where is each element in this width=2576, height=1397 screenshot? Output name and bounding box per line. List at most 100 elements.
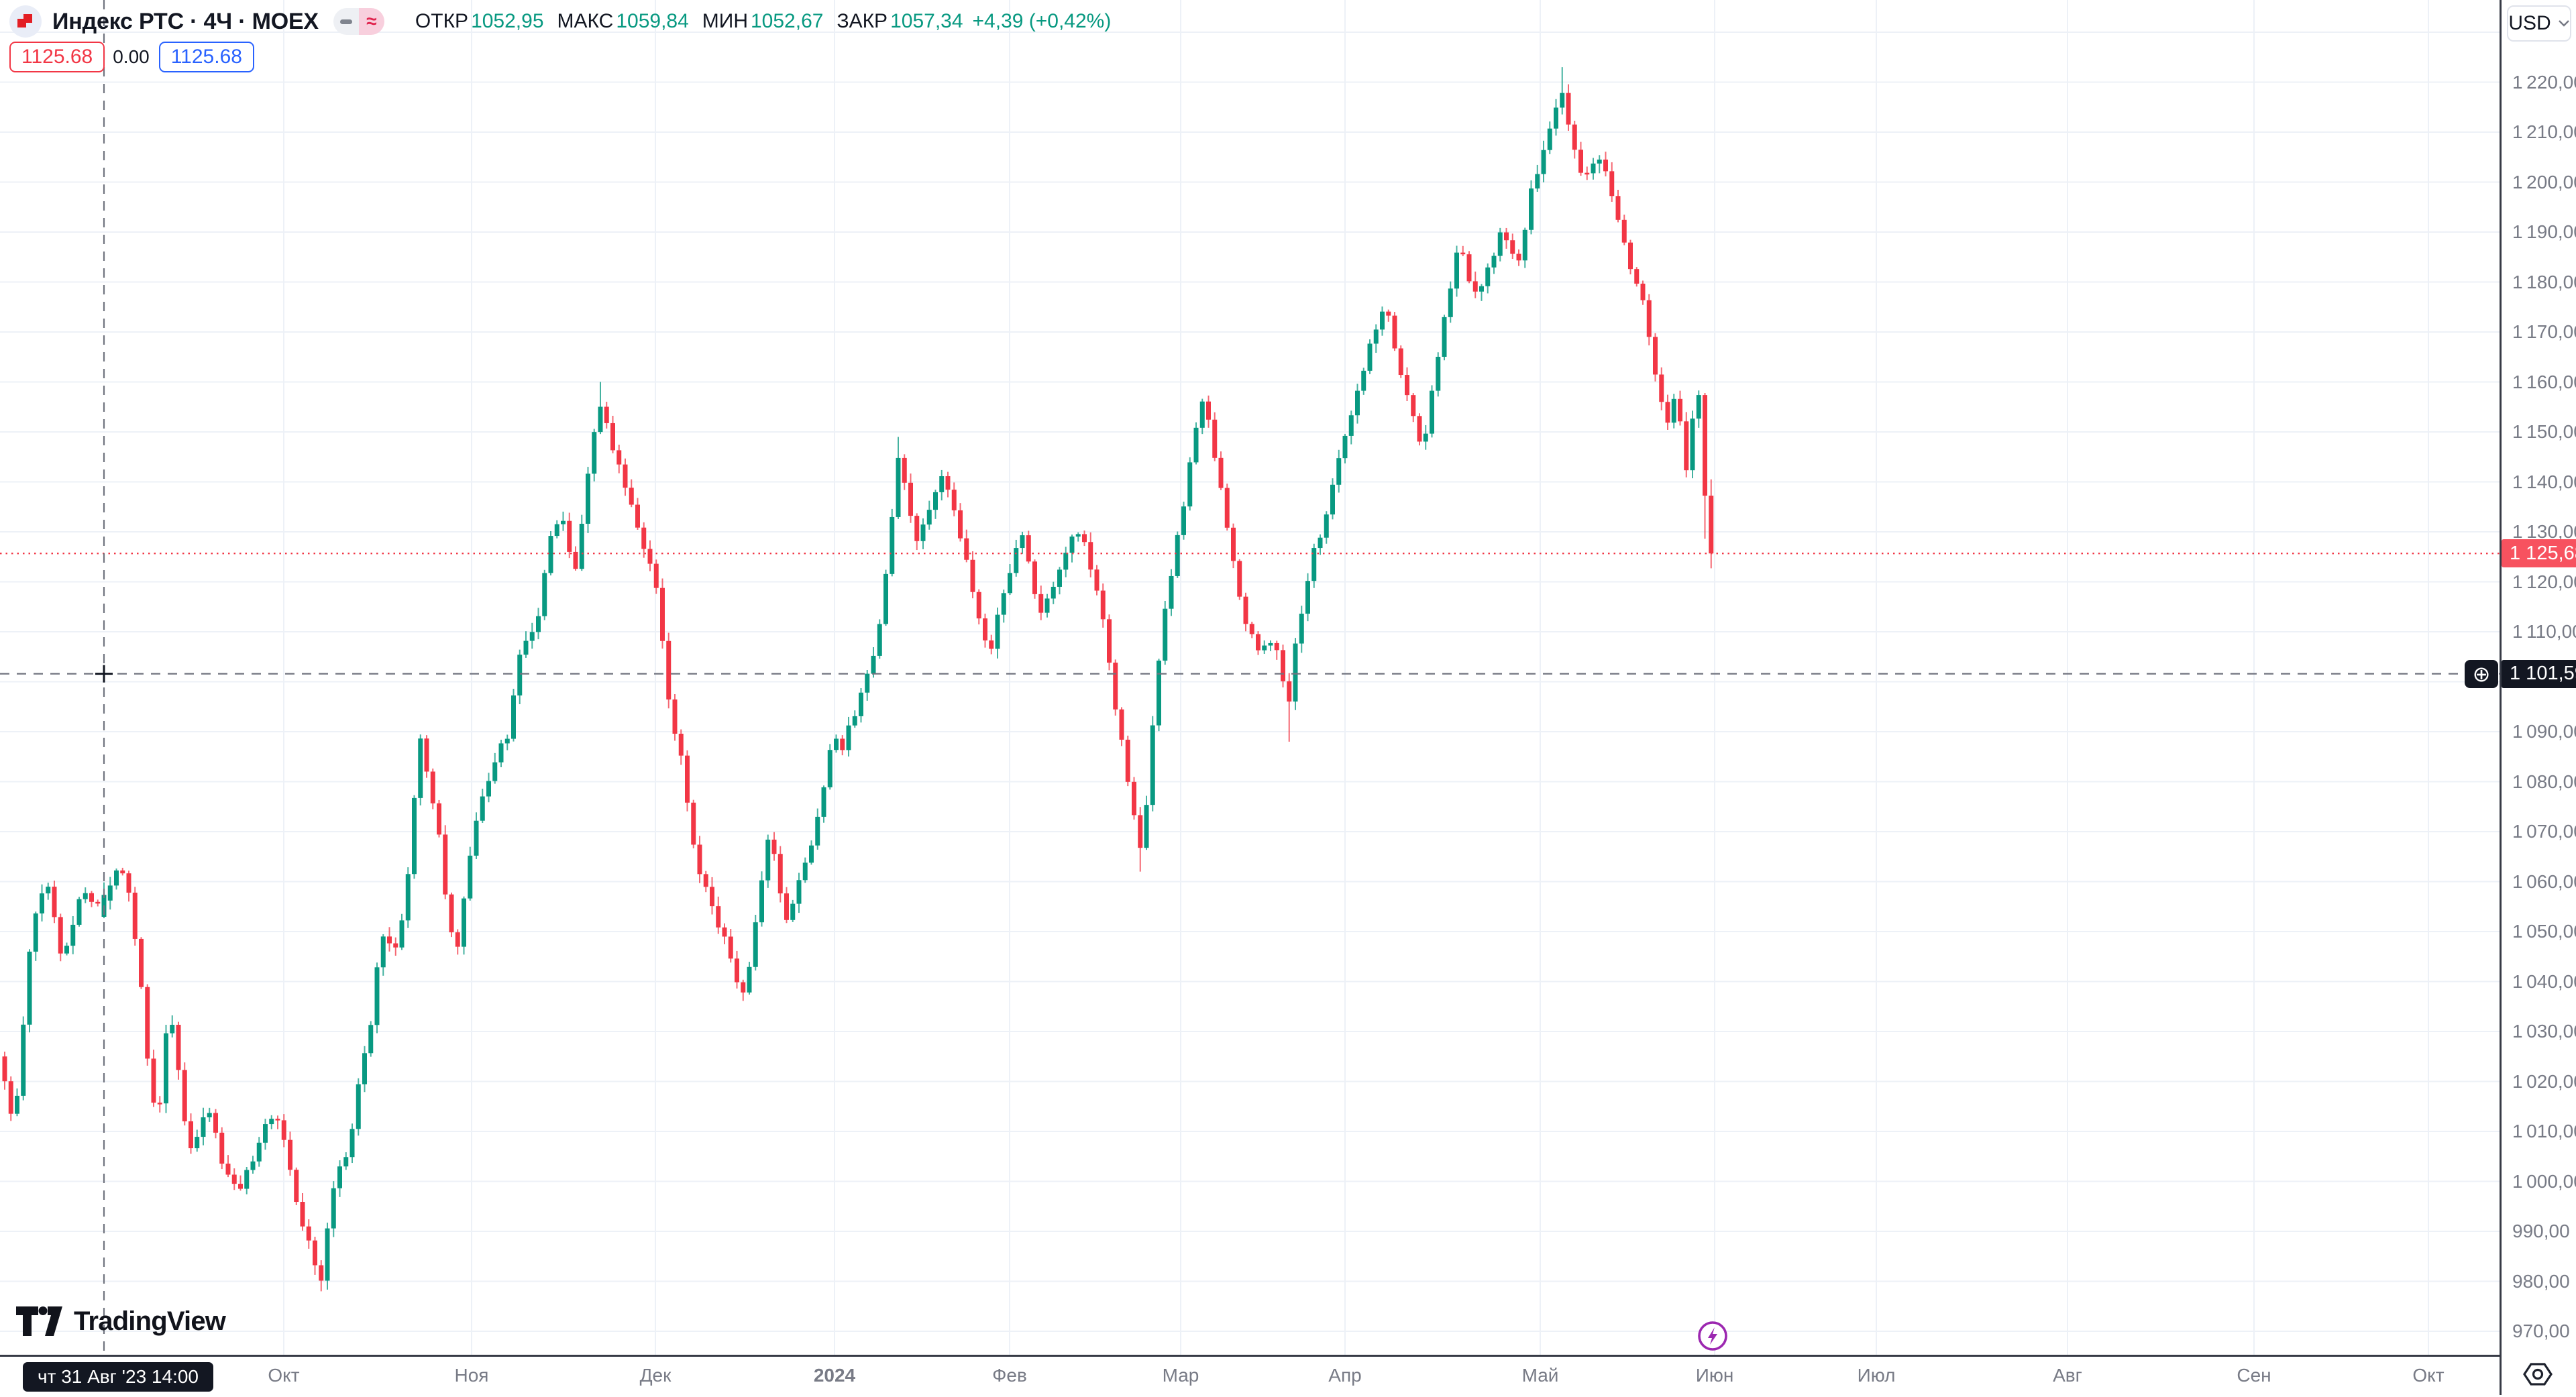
candle-body xyxy=(610,423,615,451)
time-axis[interactable]: чт 31 Авг '23 14:00 Окт Ноя Дек 2024 Фев Мар А… xyxy=(0,1355,2576,1397)
candle-body xyxy=(1554,107,1558,129)
candle-body xyxy=(1448,288,1453,317)
candle-body xyxy=(635,504,640,528)
candle-body xyxy=(1609,171,1615,197)
candle-body xyxy=(896,457,901,517)
candle-body xyxy=(33,913,38,952)
candle-body xyxy=(1541,150,1546,174)
candle-body xyxy=(834,738,839,750)
candle-body xyxy=(616,450,622,465)
candle-body xyxy=(735,958,739,983)
candle-body xyxy=(908,482,913,516)
time-axis-label: Мар xyxy=(1162,1365,1199,1386)
candle-body xyxy=(1566,93,1571,125)
candle-body xyxy=(765,839,771,881)
plus-circle-icon: ⊕ xyxy=(2472,661,2491,686)
candle-body xyxy=(1193,427,1199,463)
candle-body xyxy=(430,771,435,803)
candle-body xyxy=(983,618,987,640)
candle-body xyxy=(1411,395,1416,416)
candle-body xyxy=(120,870,125,874)
candle-body xyxy=(802,862,808,881)
candle-body xyxy=(753,922,758,967)
candle-body xyxy=(1051,586,1056,599)
candle-body xyxy=(1094,569,1099,591)
currency-label: USD xyxy=(2508,12,2551,34)
candle-body xyxy=(728,936,733,959)
alert-chip-blue[interactable]: 1125.68 xyxy=(158,42,254,72)
candle-body xyxy=(1671,398,1676,423)
candle-body xyxy=(939,476,945,492)
alert-chip-red[interactable]: 1125.68 xyxy=(9,42,105,72)
candle-body xyxy=(468,855,473,899)
candle-body xyxy=(1157,661,1161,726)
currency-selector[interactable]: USD xyxy=(2507,5,2571,42)
candle-body xyxy=(933,492,938,510)
candle-body xyxy=(412,797,417,875)
candle-body xyxy=(207,1113,212,1117)
legend-toggle-pill[interactable]: ≈ xyxy=(333,8,384,35)
candle-body xyxy=(1535,174,1540,189)
candle-body xyxy=(1497,232,1503,256)
candle-body xyxy=(1063,553,1069,570)
flash-lightning-icon[interactable] xyxy=(1697,1320,1729,1352)
candle-body xyxy=(716,906,721,928)
price-axis-label: 1 210,00 xyxy=(2512,121,2576,142)
price-axis-label: 1 180,00 xyxy=(2512,271,2576,292)
open-label: ОТКР xyxy=(415,10,469,32)
price-axis-label: 1 040,00 xyxy=(2512,970,2576,992)
candle-body xyxy=(114,870,119,886)
candle-body xyxy=(1510,240,1515,254)
candle-body xyxy=(827,750,833,787)
candle-body xyxy=(300,1202,305,1227)
price-alert-row: 1125.68 0.00 1125.68 xyxy=(9,42,254,72)
candle-body xyxy=(653,563,659,588)
candle-body xyxy=(771,839,777,854)
candle-body xyxy=(641,527,647,549)
candle-body xyxy=(592,432,597,474)
price-axis[interactable]: USD 1 125,68 1 101,59 1 220,00 1 210,00 1 … xyxy=(2500,0,2576,1395)
candle-body xyxy=(1169,575,1174,609)
crosshair-price-tag: 1 101,59 xyxy=(2502,659,2576,688)
candle-body xyxy=(1597,159,1602,164)
candle-body xyxy=(164,1033,168,1104)
candle-body xyxy=(1529,188,1534,230)
candle-body xyxy=(374,967,380,1025)
candle-body xyxy=(1268,642,1273,646)
candle-body xyxy=(343,1157,349,1167)
candle-body xyxy=(1460,252,1466,255)
candle-body xyxy=(1249,624,1254,634)
candle-body xyxy=(1001,593,1006,615)
ohlc-readout: ОТКР 1052,95 МАКС 1059,84 МИН 1052,67 ЗАКР 1… xyxy=(402,10,1111,33)
candle-body xyxy=(40,893,44,914)
symbol-title[interactable]: Индекс РТС · 4Ч · MOEX xyxy=(52,8,319,34)
candle-body xyxy=(368,1025,374,1054)
candle-body xyxy=(83,893,88,899)
candle-body xyxy=(660,588,665,641)
axis-settings-gear-icon[interactable] xyxy=(2522,1359,2553,1390)
candle-body xyxy=(455,932,460,947)
time-axis-label: 2024 xyxy=(813,1365,856,1386)
candle-body xyxy=(1032,561,1037,594)
candle-body xyxy=(567,520,572,552)
candle-body xyxy=(213,1113,218,1133)
candle-body xyxy=(1026,535,1031,562)
tradingview-logo[interactable]: TradingView xyxy=(16,1305,226,1337)
candle-body xyxy=(579,523,584,569)
price-axis-label: 1 200,00 xyxy=(2512,171,2576,192)
wave-indicator-icon[interactable]: ≈ xyxy=(358,8,384,35)
candle-body xyxy=(64,946,69,954)
candle-body xyxy=(678,734,684,756)
price-axis-label: 1 080,00 xyxy=(2512,771,2576,792)
candle-body xyxy=(313,1240,317,1266)
candle-body xyxy=(405,874,411,921)
add-alert-button[interactable]: ⊕ xyxy=(2465,659,2498,688)
candle-body xyxy=(1665,402,1670,423)
candles-toggle-icon[interactable] xyxy=(333,8,359,35)
candle-body xyxy=(542,573,547,616)
candle-body xyxy=(747,966,752,993)
candle-body xyxy=(399,920,405,948)
candle-body xyxy=(914,516,920,541)
candle-body xyxy=(15,1095,19,1114)
